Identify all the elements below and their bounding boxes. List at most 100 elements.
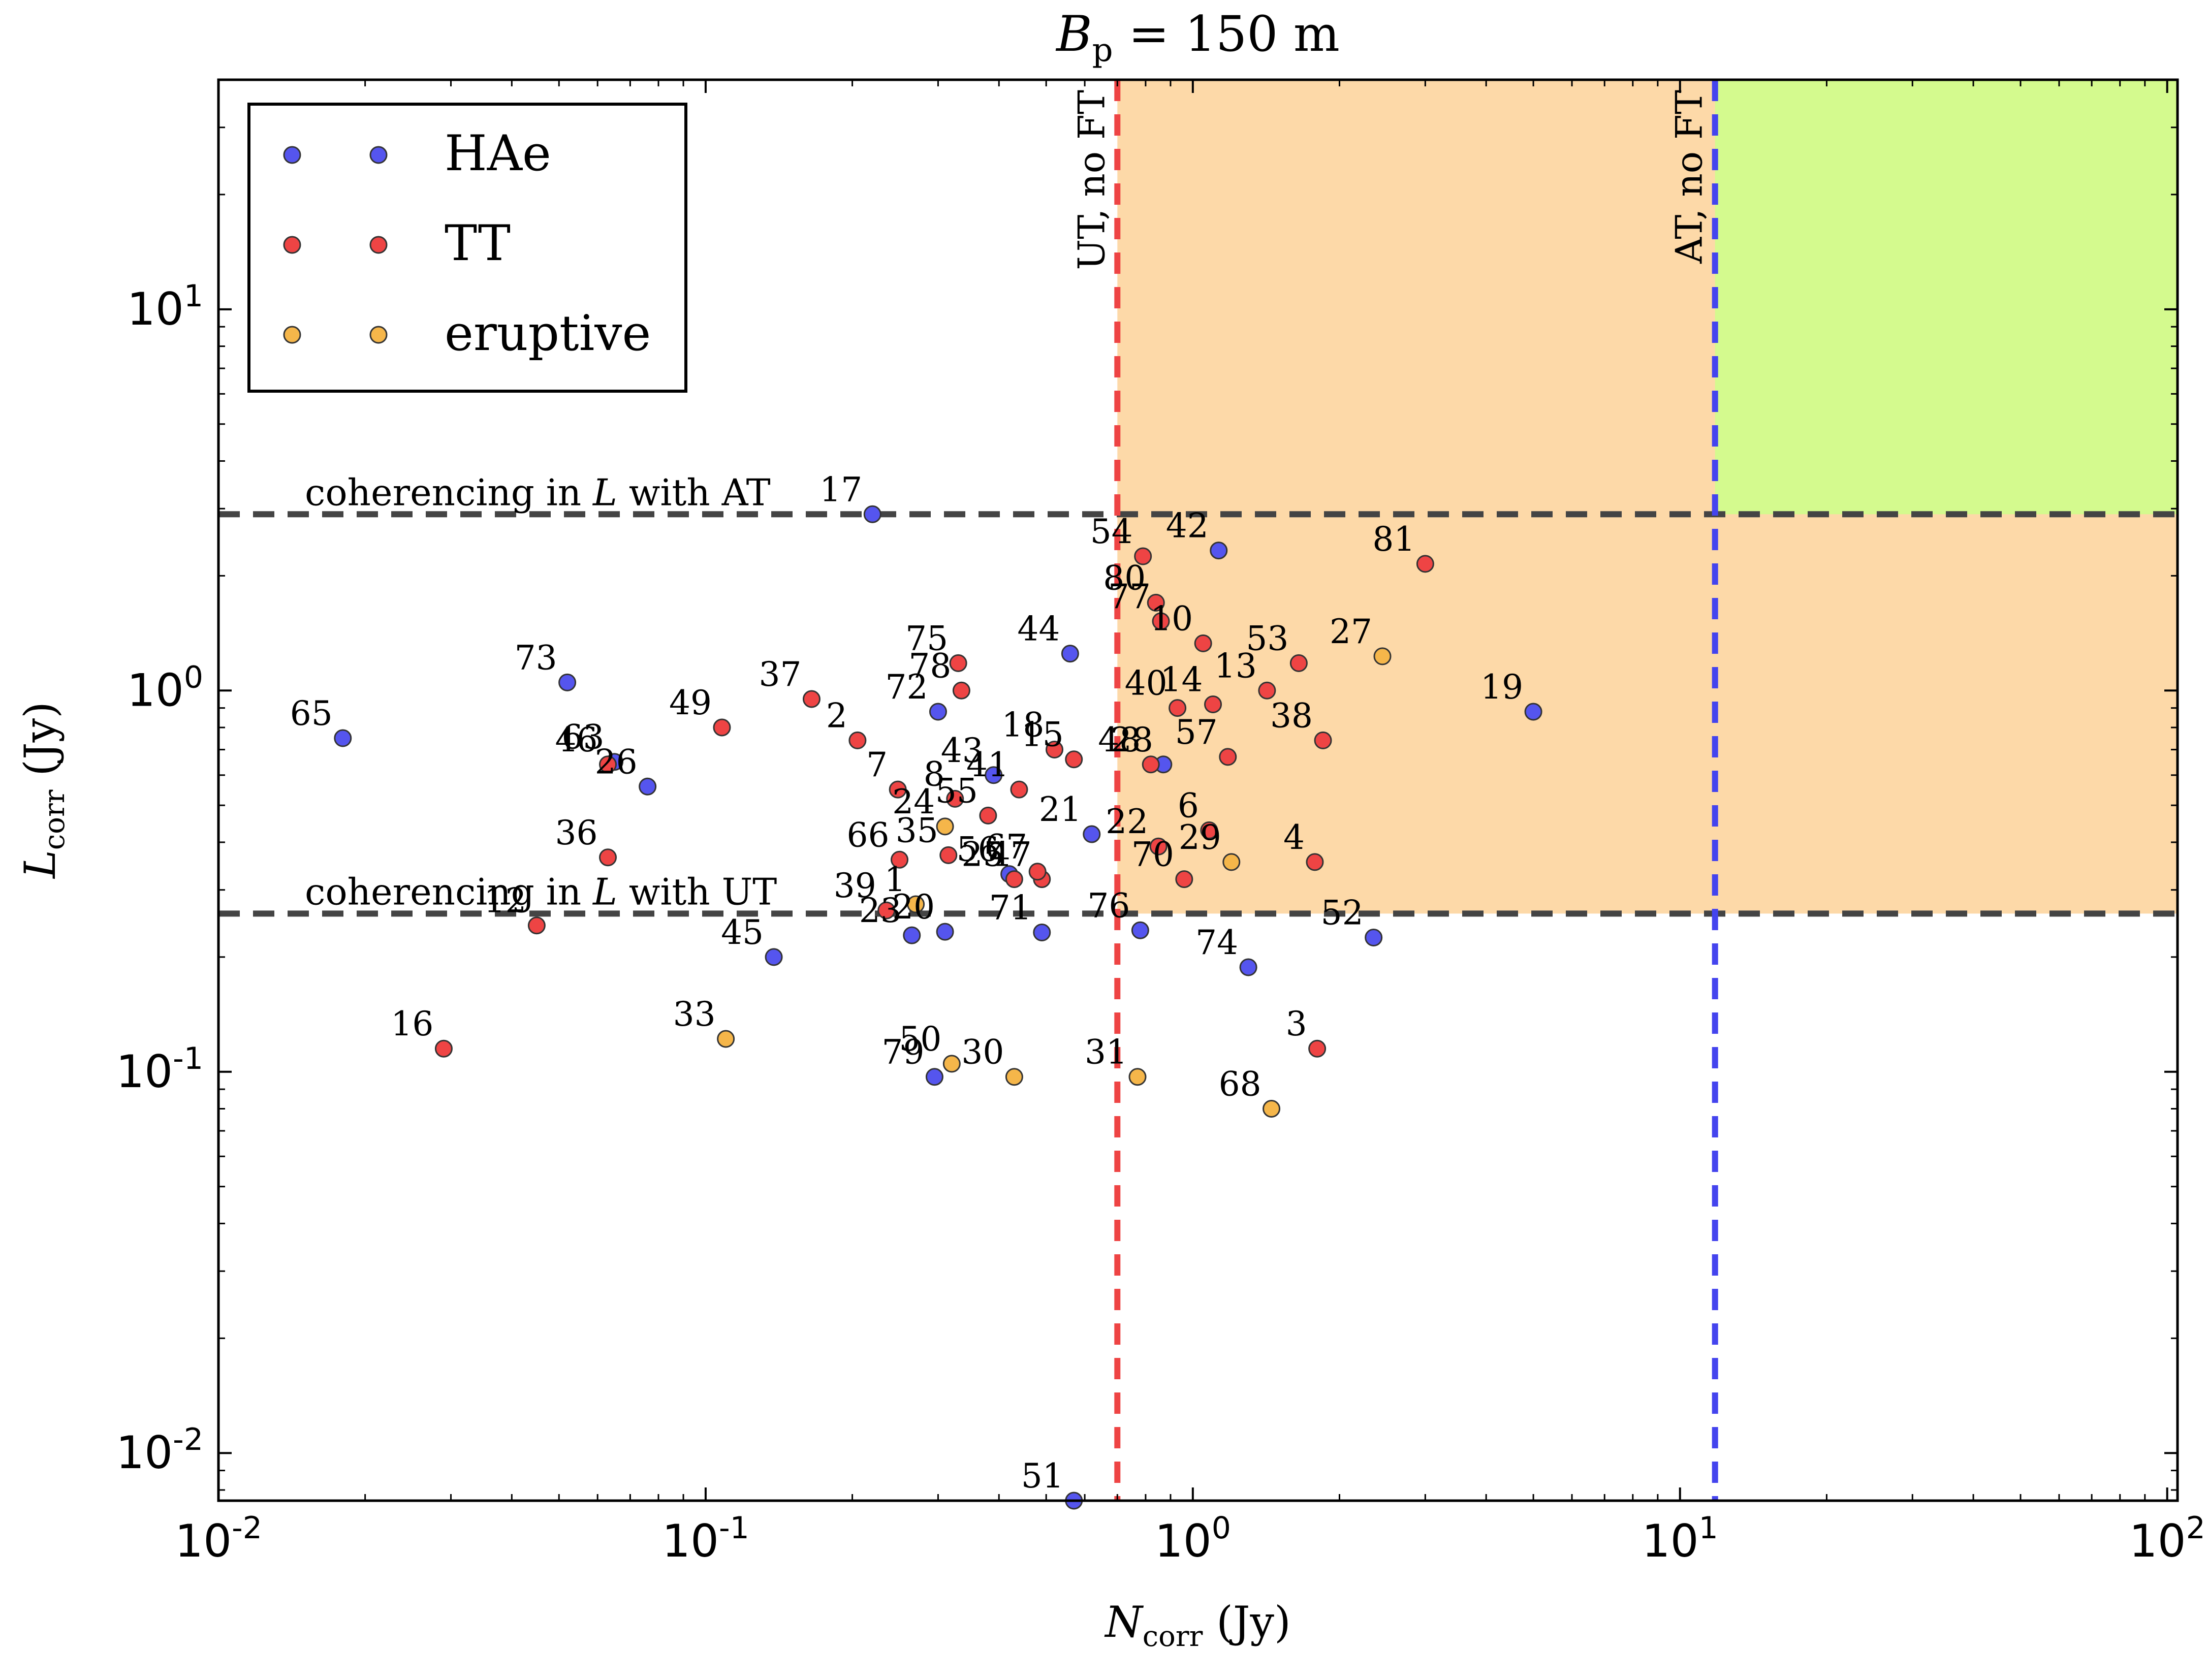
data-point-eruptive-29 (1222, 853, 1241, 871)
data-point-tt-78 (952, 681, 970, 700)
data-point-tt-13 (1258, 681, 1276, 700)
data-point-hae-19 (1524, 703, 1542, 721)
y-axis-label: Lcorr (Jy) (15, 702, 71, 879)
point-label-26: 26 (595, 742, 638, 781)
data-point-hae-79 (925, 1068, 943, 1086)
data-point-tt-40 (1169, 699, 1187, 717)
x-tick-label: 101 (1642, 1510, 1718, 1567)
point-label-45: 45 (721, 913, 764, 952)
data-point-hae-74 (1239, 958, 1257, 976)
data-points (334, 505, 1542, 1510)
point-label-43: 43 (941, 731, 984, 770)
x-tick-label: 100 (1155, 1510, 1231, 1567)
data-point-hae-73 (558, 673, 577, 691)
data-point-hae-23 (903, 926, 921, 944)
data-point-hae-71 (1033, 923, 1051, 941)
data-point-tt-67 (1028, 863, 1047, 881)
data-point-tt-37 (802, 690, 821, 708)
point-label-20: 20 (892, 887, 935, 927)
point-label-74: 74 (1195, 923, 1238, 962)
point-label-4: 4 (1283, 818, 1305, 857)
data-point-hae-21 (1083, 825, 1101, 843)
legend-marker-hae (369, 146, 388, 164)
data-point-eruptive-33 (717, 1030, 735, 1048)
point-label-76: 76 (1087, 886, 1130, 925)
point-label-47: 47 (989, 835, 1032, 874)
data-point-tt-54 (1134, 547, 1152, 565)
legend-label-hae: HAe (445, 125, 551, 182)
point-label-31: 31 (1085, 1033, 1127, 1072)
point-label-78: 78 (908, 646, 951, 685)
point-label-46: 46 (555, 720, 598, 759)
point-label-79: 79 (881, 1033, 924, 1072)
point-label-37: 37 (759, 655, 801, 694)
point-label-39: 39 (834, 866, 876, 905)
legend-item-eruptive: eruptive (283, 305, 651, 362)
x-tick-label: 10-2 (175, 1510, 262, 1567)
point-label-30: 30 (961, 1033, 1004, 1072)
data-point-tt-55 (979, 806, 997, 825)
data-point-tt-49 (713, 718, 731, 737)
point-label-16: 16 (391, 1004, 433, 1043)
y-tick-label: 10-2 (116, 1422, 203, 1479)
data-point-tt-77 (1152, 612, 1170, 630)
threshold-label-ut-no-ft: UT, no FT (1070, 90, 1113, 270)
data-point-hae-17 (863, 505, 881, 523)
data-point-hae-26 (639, 777, 657, 796)
data-point-tt-36 (599, 848, 617, 867)
point-label-17: 17 (819, 470, 862, 509)
point-label-67: 67 (985, 828, 1027, 867)
point-label-12: 12 (484, 881, 526, 921)
x-tick-label: 10-1 (662, 1510, 749, 1567)
point-label-24: 24 (892, 782, 935, 821)
data-point-tt-8 (946, 789, 964, 808)
data-point-hae-45 (765, 948, 783, 966)
data-point-tt-53 (1289, 654, 1308, 672)
point-label-50: 50 (899, 1020, 941, 1059)
point-label-21: 21 (1039, 790, 1082, 829)
data-point-eruptive-24 (936, 817, 954, 836)
legend-label-eruptive: eruptive (445, 305, 651, 362)
x-tick-label: 102 (2129, 1510, 2205, 1567)
data-point-hae-20 (936, 923, 954, 941)
point-label-36: 36 (555, 813, 598, 852)
point-label-10: 10 (1150, 599, 1193, 638)
data-point-tt-12 (527, 916, 546, 935)
threshold-label-coherencing-in-l-with-ut: coherencing in L with UT (305, 870, 777, 913)
point-label-42: 42 (1166, 506, 1209, 546)
y-tick-label: 100 (127, 659, 203, 716)
point-label-51: 51 (1021, 1456, 1064, 1496)
point-label-27: 27 (1330, 612, 1372, 651)
data-point-tt-66 (891, 850, 909, 869)
point-label-1: 1 (885, 860, 906, 899)
point-label-73: 73 (515, 638, 557, 677)
data-point-eruptive-30 (1005, 1068, 1023, 1086)
point-label-13: 13 (1214, 646, 1257, 685)
data-point-tt-18 (1046, 741, 1064, 759)
x-axis-label: Ncorr (Jy) (1104, 1597, 1291, 1653)
point-label-7: 7 (866, 745, 888, 784)
point-label-75: 75 (905, 619, 948, 658)
point-label-25: 25 (961, 835, 1004, 874)
point-label-77: 77 (1108, 577, 1151, 616)
point-label-23: 23 (859, 891, 902, 930)
legend: HAe TT eruptive (247, 103, 687, 393)
data-point-tt-80 (1147, 593, 1165, 612)
point-label-49: 49 (669, 683, 712, 722)
point-label-22: 22 (1106, 802, 1148, 841)
y-tick-label: 10-1 (116, 1041, 203, 1098)
legend-marker-tt (283, 236, 301, 254)
point-label-56: 56 (957, 830, 999, 869)
data-point-hae-65 (334, 729, 352, 747)
data-point-tt-75 (949, 654, 967, 672)
legend-item-tt: TT (283, 215, 511, 272)
threshold-lines (218, 80, 2178, 1501)
data-point-tt-48 (1142, 755, 1160, 774)
data-point-hae-42 (1210, 542, 1228, 560)
point-label-57: 57 (1175, 713, 1218, 752)
data-point-tt-10 (1194, 634, 1212, 652)
legend-marker-hae (283, 146, 301, 164)
point-label-44: 44 (1017, 610, 1060, 649)
